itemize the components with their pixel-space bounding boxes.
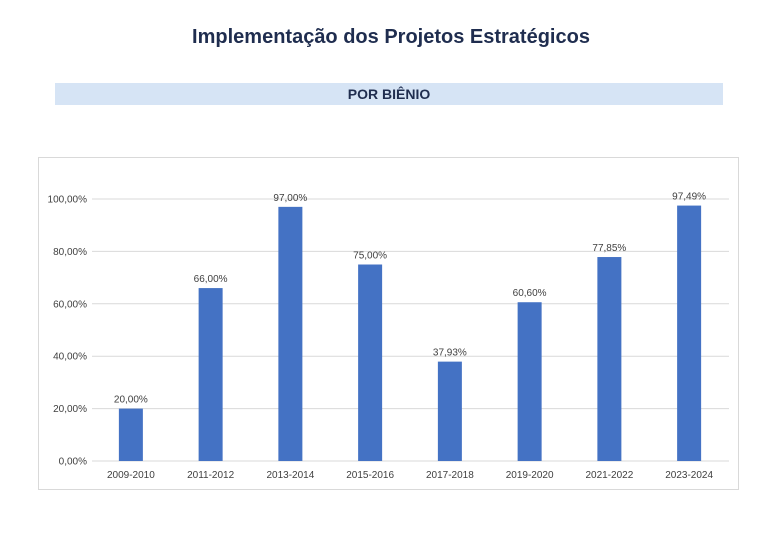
- x-tick-label: 2021-2022: [585, 470, 633, 481]
- data-label: 20,00%: [114, 395, 148, 406]
- bar: [437, 361, 462, 461]
- y-tick-label: 100,00%: [48, 195, 88, 206]
- x-tick-label: 2023-2024: [665, 470, 713, 481]
- data-label: 97,00%: [273, 193, 307, 204]
- data-label: 60,60%: [513, 288, 547, 299]
- page-title: Implementação dos Projetos Estratégicos: [192, 26, 590, 48]
- data-label: 97,49%: [672, 192, 706, 203]
- y-tick-label: 20,00%: [53, 404, 87, 415]
- bar: [358, 264, 383, 461]
- bar: [517, 302, 542, 461]
- bar: [278, 206, 303, 461]
- y-tick-label: 40,00%: [53, 352, 87, 363]
- bar: [677, 205, 702, 461]
- data-label: 75,00%: [353, 251, 387, 262]
- y-tick-label: 0,00%: [59, 457, 87, 468]
- bar: [118, 408, 143, 461]
- bar: [198, 288, 223, 461]
- x-tick-label: 2011-2012: [187, 470, 235, 481]
- x-tick-label: 2009-2010: [107, 470, 155, 481]
- section-banner: POR BIÊNIO: [55, 83, 723, 105]
- data-label: 66,00%: [194, 274, 228, 285]
- x-tick-label: 2013-2014: [266, 470, 314, 481]
- data-label: 77,85%: [592, 243, 626, 254]
- bar-chart: 0,00% 20,00% 40,00% 60,00% 80,00% 100,00% 20,0…: [48, 192, 729, 481]
- x-tick-label: 2015-2016: [346, 470, 394, 481]
- chart-frame: 0,00% 20,00% 40,00% 60,00% 80,00% 100,00% 20,0…: [38, 157, 739, 490]
- bar: [597, 257, 622, 461]
- y-tick-label: 80,00%: [53, 247, 87, 258]
- x-tick-label: 2019-2020: [506, 470, 554, 481]
- y-tick-label: 60,00%: [53, 299, 87, 310]
- data-label: 37,93%: [433, 348, 467, 359]
- x-tick-label: 2017-2018: [426, 470, 474, 481]
